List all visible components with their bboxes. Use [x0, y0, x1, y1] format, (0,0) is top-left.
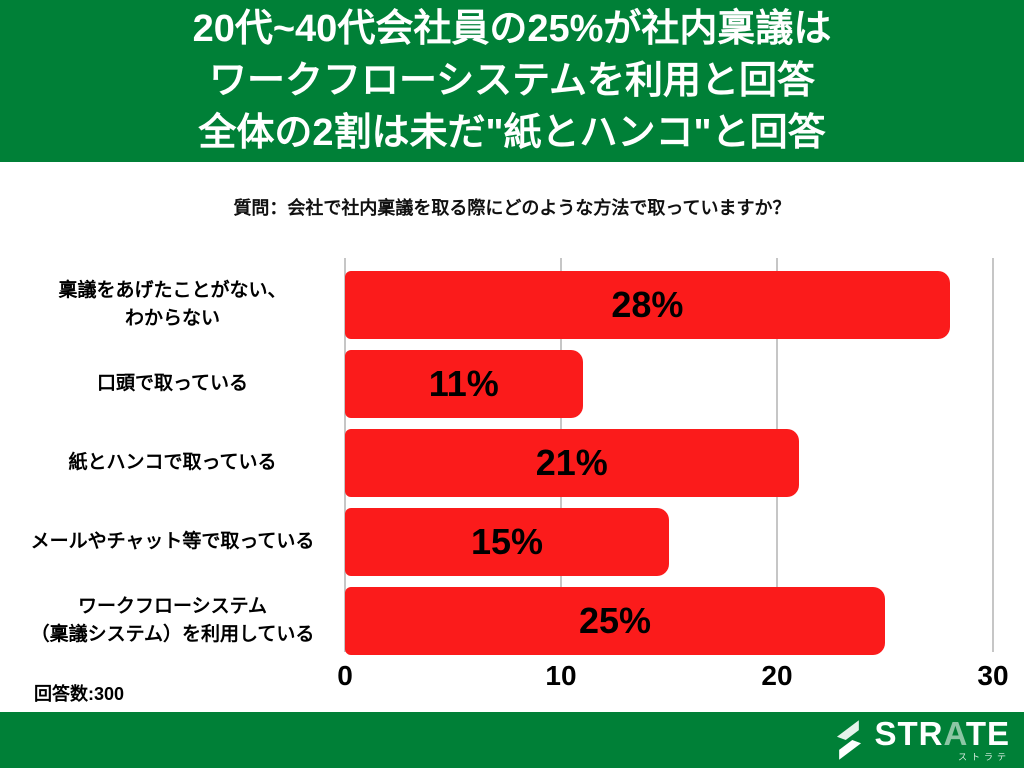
chart-row: 口頭で取っている 11%: [0, 344, 1024, 423]
bar: 28%: [345, 270, 950, 339]
bar: 21%: [345, 428, 799, 497]
x-tick-label-0: 0: [337, 660, 353, 691]
x-tick-label-30: 30: [977, 660, 1009, 691]
category-label: ワークフローシステム （稟議システム）を利用している: [30, 595, 315, 645]
footer-bar: STRATE ストラテ: [0, 712, 1024, 768]
bar-track: 28%: [345, 270, 1024, 339]
chart-row: 稟議をあげたことがない、 わからない 28%: [0, 265, 1024, 344]
bar-track: 21%: [345, 428, 1024, 497]
strate-logo: STRATE ストラテ: [832, 712, 1010, 768]
respondents-note: 回答数:300: [34, 684, 125, 704]
category-label: 口頭で取っている: [96, 372, 249, 394]
logo-text: STRATE: [874, 715, 1010, 752]
category-label: メールやチャット等で取っている: [30, 530, 315, 552]
bar: 15%: [345, 507, 669, 576]
bar: 11%: [345, 349, 583, 418]
bar-track: 15%: [345, 507, 1024, 576]
category-label: 稟議をあげたことがない、 わからない: [58, 279, 287, 329]
bar-value-label: 15%: [470, 520, 544, 562]
gridline-30: [992, 258, 994, 652]
chart-row: メールやチャット等で取っている 15%: [0, 502, 1024, 581]
logo-s-icon: [837, 720, 862, 760]
header-title-line-3: 全体の2割は未だ"紙とハンコ"と回答: [198, 112, 826, 154]
x-tick-label-10: 10: [545, 660, 577, 691]
logo-subtext: ストラテ: [957, 752, 1010, 762]
bar-value-label: 28%: [611, 283, 684, 325]
header-title-line-2: ワークフローシステムを利用と回答: [208, 60, 816, 102]
bar-value-label: 21%: [535, 441, 608, 483]
question-text: 質問：会社で社内稟議を取る際にどのような方法で取っていますか？: [233, 198, 791, 218]
logo-text-block: STRATE ストラテ: [874, 717, 1010, 763]
chart-row: 紙とハンコで取っている 21%: [0, 423, 1024, 502]
bar-track: 25%: [345, 586, 1024, 655]
header-banner: 20代~40代会社員の25%が社内稟議は ワークフローシステムを利用と回答 全体…: [0, 0, 1024, 162]
chart-row: ワークフローシステム （稟議システム）を利用している 25%: [0, 581, 1024, 660]
bar-value-label: 25%: [578, 599, 652, 641]
bar-track: 11%: [345, 349, 1024, 418]
bar: 25%: [345, 586, 885, 655]
x-axis: 0 10 20 30: [0, 660, 1024, 696]
chart: 稟議をあげたことがない、 わからない 28% 口頭で取っている 11% 紙とハンコで取って…: [0, 258, 1024, 655]
x-tick-label-20: 20: [761, 660, 793, 691]
bar-value-label: 11%: [428, 362, 499, 404]
category-label: 紙とハンコで取っている: [68, 451, 277, 473]
header-title-line-1: 20代~40代会社員の25%が社内稟議は: [192, 8, 832, 50]
